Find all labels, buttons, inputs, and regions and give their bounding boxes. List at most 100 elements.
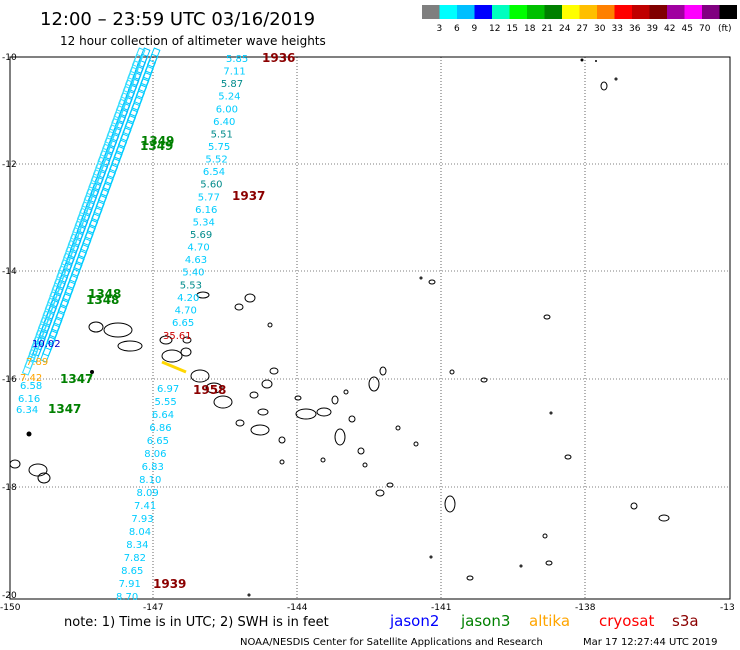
lon-label-147: -147 xyxy=(143,603,163,613)
swh-value-1002: 10.02 xyxy=(32,339,61,350)
swh-value: 6.97 xyxy=(157,384,179,395)
pass-time-1347-lower: 1347 xyxy=(48,402,81,416)
swh-value: 4.20 xyxy=(177,293,199,304)
swh-value: 8.06 xyxy=(144,449,166,460)
legend-tick-label: 30 xyxy=(594,24,606,34)
swh-value-742: 7.42 xyxy=(20,373,42,384)
map-subtitle: 12 hour collection of altimeter wave hei… xyxy=(60,34,326,48)
swh-value-634: 6.34 xyxy=(16,405,38,416)
color-legend: 3 6 9 12 15 18 21 24 27 30 33 36 39 42 45 70 (ft) xyxy=(422,5,737,34)
swh-value: 7.91 xyxy=(119,579,141,590)
pass-time-1958: 1958 xyxy=(193,383,226,397)
pass-time-1348-echo: 1348 xyxy=(86,293,119,307)
legend-swatch xyxy=(702,5,720,19)
legend-tick-label: 27 xyxy=(577,24,588,34)
legend-jason2: jason2 xyxy=(389,612,439,630)
footer-credit: NOAA/NESDIS Center for Satellite Applica… xyxy=(240,637,543,648)
legend-tick-label: 18 xyxy=(524,24,536,34)
swh-value: 5.34 xyxy=(193,217,215,228)
swh-value: 5.24 xyxy=(218,92,240,103)
swh-value: 8.04 xyxy=(129,527,151,538)
legend-swatch xyxy=(632,5,650,19)
swh-value: 5.60 xyxy=(200,180,222,191)
small-islets xyxy=(26,58,597,437)
legend-tick-label: 42 xyxy=(664,24,675,34)
lat-label-12: -12 xyxy=(2,160,17,170)
lat-label-10: -10 xyxy=(2,53,17,63)
swh-value: 6.83 xyxy=(142,462,164,473)
footer: note: 1) Time is in UTC; 2) SWH is in fe… xyxy=(64,612,718,648)
legend-swatch xyxy=(649,5,667,19)
lon-label-150: -150 xyxy=(0,603,21,613)
pass-time-1348: 1348 xyxy=(88,287,121,301)
swh-value: 7.11 xyxy=(223,67,245,78)
legend-tick-label: 70 xyxy=(699,24,711,34)
pass-time-labels: 1936 1937 1958 1939 1349 1349 1348 1348 … xyxy=(48,51,295,591)
swh-value: 7.41 xyxy=(134,501,156,512)
footer-timestamp: Mar 17 12:27:44 UTC 2019 xyxy=(583,637,718,648)
legend-tick-label: 12 xyxy=(489,24,500,34)
swh-value: 7.82 xyxy=(124,553,146,564)
legend-swatch xyxy=(509,5,527,19)
lon-label-13: -13 xyxy=(720,603,735,613)
swh-value: 5.69 xyxy=(190,230,212,241)
swh-value: 8.10 xyxy=(139,475,161,486)
swh-value: 6.86 xyxy=(149,423,171,434)
swh-value: 4.70 xyxy=(187,243,209,254)
dense-track-mark xyxy=(21,355,36,376)
swh-value: 5.77 xyxy=(198,192,220,203)
swh-value: 7.93 xyxy=(131,514,153,525)
legend-swatch xyxy=(579,5,597,19)
footer-note: note: 1) Time is in UTC; 2) SWH is in fe… xyxy=(64,615,329,630)
swh-value: 4.63 xyxy=(185,255,207,266)
lat-label-16: -16 xyxy=(2,375,17,385)
legend-tick-label: 45 xyxy=(682,24,693,34)
swh-value: 5.55 xyxy=(154,397,176,408)
legend-swatch xyxy=(527,5,545,19)
lat-lon-grid xyxy=(10,57,730,599)
lat-labels: -10 -12 -14 -16 -18 -20 xyxy=(2,53,17,601)
pass-time-1939: 1939 xyxy=(153,577,186,591)
map-frame xyxy=(9,56,731,600)
swh-value-616: 6.16 xyxy=(18,394,40,405)
swh-track-b: 5.85 7.115.87 5.246.00 6.405.51 5.75 5.526.54… xyxy=(116,54,248,603)
dense-swh-track xyxy=(21,47,161,376)
legend-swatch xyxy=(684,5,702,19)
swh-value-658: 6.58 xyxy=(20,381,42,392)
legend-tick-label: 21 xyxy=(542,24,553,34)
swh-value: 5.52 xyxy=(205,155,227,166)
swh-value: 8.34 xyxy=(126,540,148,551)
dense-track-mark xyxy=(39,342,54,363)
swh-value: 6.65 xyxy=(147,436,169,447)
legend-swatch xyxy=(719,5,737,19)
legend-swatch xyxy=(474,5,492,19)
lat-label-18: -18 xyxy=(2,483,17,493)
legend-swatch xyxy=(492,5,510,19)
lon-label-141: -141 xyxy=(431,603,451,613)
legend-cryosat: cryosat xyxy=(599,612,654,630)
swh-value-789: 7.89 xyxy=(26,357,48,368)
lon-label-138: -138 xyxy=(575,603,596,613)
swh-value: 5.87 xyxy=(221,79,243,90)
legend-swatch xyxy=(457,5,475,19)
legend-tick-label: 24 xyxy=(559,24,571,34)
legend-swatch xyxy=(667,5,685,19)
legend-swatch xyxy=(544,5,562,19)
swh-value: 6.54 xyxy=(203,167,225,178)
pass-time-1349: 1349 xyxy=(141,134,174,148)
swh-value: 6.00 xyxy=(216,104,238,115)
legend-s3a: s3a xyxy=(672,612,699,630)
legend-tick-label: 3 xyxy=(437,24,443,34)
pass-time-1349-echo: 1349 xyxy=(140,139,173,153)
legend-jason3: jason3 xyxy=(460,612,510,630)
swh-value-3561: 35.61 xyxy=(163,331,192,342)
swh-value: 5.85 xyxy=(226,54,248,65)
swh-value: 6.16 xyxy=(195,205,217,216)
swh-value: 8.70 xyxy=(116,592,138,603)
dense-track-mark xyxy=(86,175,100,197)
lat-label-20: -20 xyxy=(2,591,17,601)
lon-labels: -150 -147 -144 -141 -138 -13 xyxy=(0,603,735,613)
pass-time-1936: 1936 xyxy=(262,51,295,65)
swh-value: 8.09 xyxy=(137,488,159,499)
